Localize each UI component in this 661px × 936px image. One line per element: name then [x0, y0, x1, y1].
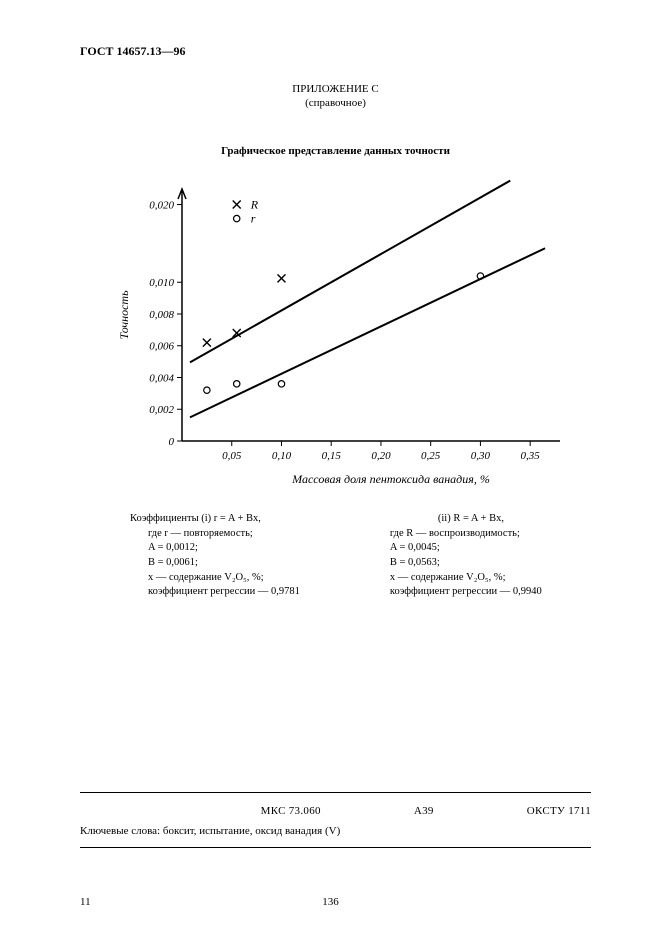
okstu-code: ОКСТУ 1711	[527, 805, 591, 817]
coeff-text: B = 0,0563;	[390, 556, 542, 571]
coeff-text: где R — воспроизводимость;	[390, 527, 542, 542]
coeff-text: A = 0,0012;	[130, 541, 300, 556]
divider	[80, 847, 591, 848]
keywords: Ключевые слова: боксит, испытание, оксид…	[80, 825, 591, 837]
coeff-right: (ii) R = A + Bx, где R — воспроизводимос…	[390, 512, 542, 600]
svg-text:0: 0	[169, 436, 175, 448]
svg-text:Массовая доля пентоксида ванад: Массовая доля пентоксида ванадия, %	[291, 472, 490, 486]
coeff-text: коэффициент регрессии — 0,9781	[130, 585, 300, 600]
page-number-center: 136	[322, 896, 339, 908]
svg-text:0,008: 0,008	[149, 309, 174, 321]
mks-code: МКС 73.060	[261, 805, 321, 817]
svg-text:0,25: 0,25	[421, 450, 441, 462]
appendix-title: ПРИЛОЖЕНИЕ С	[80, 83, 591, 95]
coefficients-block: Коэффициенты (i) r = A + Bx, где r — пов…	[130, 512, 591, 600]
coeff-text: (ii) R = A + Bx,	[390, 512, 542, 527]
coeff-text: x — содержание V₂O₅, %;	[390, 571, 542, 586]
coeff-text: B = 0,0061;	[130, 556, 300, 571]
svg-text:0,020: 0,020	[149, 200, 174, 212]
svg-text:r: r	[251, 212, 256, 226]
a-code: А39	[414, 805, 434, 817]
svg-text:0,010: 0,010	[149, 277, 174, 289]
svg-text:0,10: 0,10	[272, 450, 292, 462]
svg-text:R: R	[250, 198, 259, 212]
chart-title: Графическое представление данных точност…	[80, 145, 591, 157]
coeff-text: где r — повторяемость;	[130, 527, 300, 542]
appendix-subtitle: (справочное)	[80, 97, 591, 109]
coeff-text: A = 0,0045;	[390, 541, 542, 556]
svg-text:0,05: 0,05	[222, 450, 242, 462]
footer-block: МКС 73.060 А39 ОКСТУ 1711 Ключевые слова…	[80, 792, 591, 848]
svg-text:0,004: 0,004	[149, 372, 174, 384]
coeff-text: коэффициент регрессии — 0,9940	[390, 585, 542, 600]
svg-text:0,006: 0,006	[149, 341, 174, 353]
classification-codes: МКС 73.060 А39 ОКСТУ 1711	[80, 805, 591, 817]
svg-text:Точность: Точность	[117, 290, 131, 340]
coeff-text: x — содержание V₂O₅, %;	[130, 571, 300, 586]
svg-text:0,35: 0,35	[521, 450, 541, 462]
svg-text:0,002: 0,002	[149, 404, 174, 416]
divider	[80, 792, 591, 793]
precision-chart: 0,05 0,10 0,15 0,20 0,25 0,30 0,35 0 0,002 0,004 0…	[110, 179, 570, 494]
coeff-text: Коэффициенты (i) r = A + Bx,	[130, 512, 300, 527]
page-number-left: 11	[80, 896, 91, 908]
document-id: ГОСТ 14657.13—96	[80, 44, 591, 59]
coeff-left: Коэффициенты (i) r = A + Bx, где r — пов…	[130, 512, 300, 600]
svg-text:0,15: 0,15	[322, 450, 342, 462]
svg-text:0,20: 0,20	[371, 450, 391, 462]
svg-text:0,30: 0,30	[471, 450, 491, 462]
